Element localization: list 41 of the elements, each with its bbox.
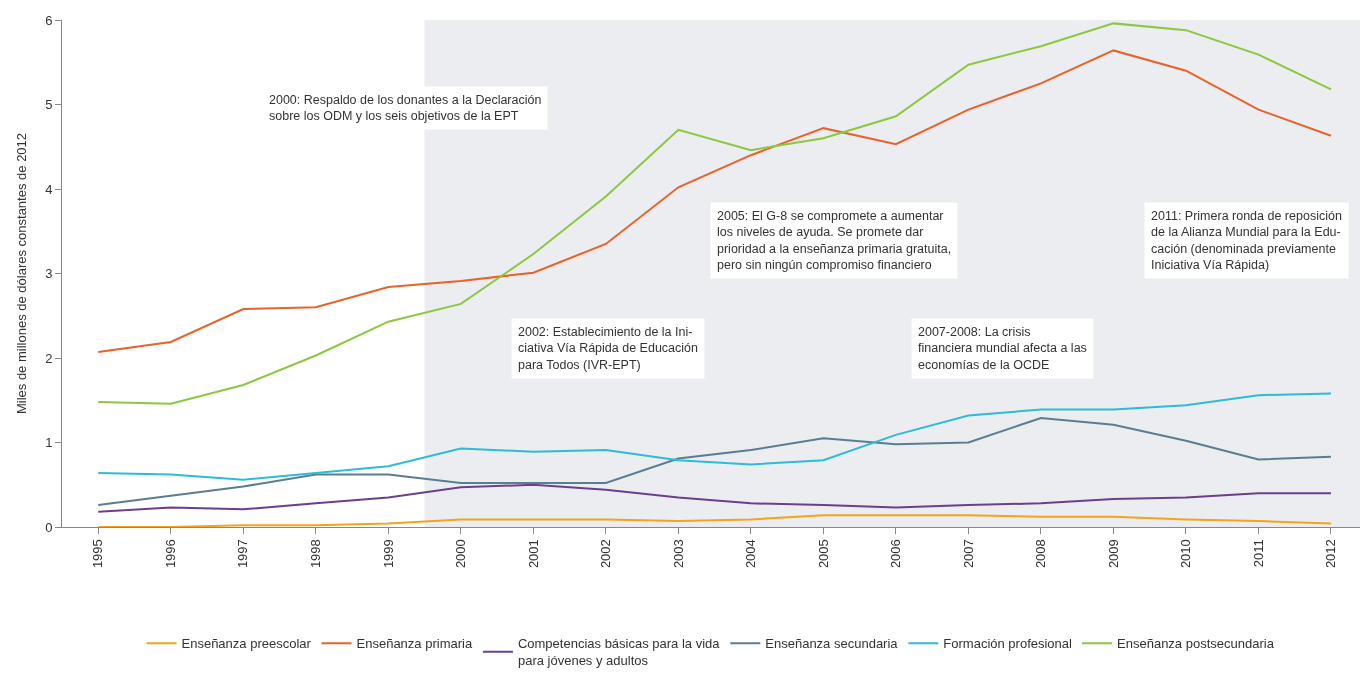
annotation: 2002: Establecimiento de la Ini- ciativa Vía Rápida de Educación para Todos (IVR-EPT) xyxy=(518,325,699,372)
x-tick-label: 2001 xyxy=(525,539,541,569)
line-series xyxy=(97,483,1332,513)
x-tick-label: 2006 xyxy=(888,539,904,569)
line-series xyxy=(97,514,1332,527)
x-tick-label: 1995 xyxy=(90,539,106,569)
legend-label: Competencias básicas para la vida para jóvenes y adultos xyxy=(517,636,721,669)
x-tick-label: 1997 xyxy=(235,539,251,569)
annotation: 2011: Primera ronda de reposición de la Alianza Mundial para la Edu- cación (denominada previamente Iniciativa Vía Rápida) xyxy=(1151,209,1342,272)
x-tick-label: 2010 xyxy=(1178,539,1194,569)
y-tick-label: 1 xyxy=(45,435,53,451)
x-tick-label: 2003 xyxy=(670,539,686,569)
x-tick-label: 2008 xyxy=(1033,539,1049,569)
x-tick-label: 2004 xyxy=(743,539,759,569)
x-tick-label: 1996 xyxy=(163,539,178,569)
annotation: 2005: El G-8 se compromete a aumentar los niveles de ayuda. Se promete dar prioridad a la enseñanza primaria gratuita, pero sin ningún compromiso financiero xyxy=(717,209,952,272)
line-series xyxy=(97,417,1332,507)
x-tick-label: 2009 xyxy=(1105,539,1121,569)
x-tick-label: 2012 xyxy=(1323,539,1339,569)
legend-label: Enseñanza primaria xyxy=(356,636,473,652)
legend-label: Enseñanza postsecundaria xyxy=(1117,636,1275,652)
annotation: 2007-2008: La crisis financiera mundial afecta a las economías de la OCDE xyxy=(918,325,1087,372)
y-tick-label: 4 xyxy=(45,181,53,197)
y-axis-title: Miles de millones de dólares constantes de 2012 xyxy=(14,132,29,415)
x-tick-label: 2007 xyxy=(960,539,976,569)
y-tick-label: 0 xyxy=(45,519,53,535)
y-tick-label: 2 xyxy=(45,350,53,366)
legend-label: Formación profesional xyxy=(943,636,1073,652)
x-tick-label: 1998 xyxy=(308,539,324,569)
y-tick-label: 6 xyxy=(45,12,53,28)
line-series xyxy=(97,392,1332,481)
annotation: 2000: Respaldo de los donantes a la Declaración sobre los ODM y los seis objetivos de la EPT xyxy=(269,93,542,124)
y-tick-label: 3 xyxy=(45,266,53,282)
x-tick-label: 1999 xyxy=(380,539,396,569)
x-tick-label: 2011 xyxy=(1250,539,1266,568)
x-tick-label: 2002 xyxy=(598,539,614,569)
legend-label: Enseñanza preescolar xyxy=(181,636,312,652)
y-tick-label: 5 xyxy=(45,97,53,113)
legend-label: Enseñanza secundaria xyxy=(765,636,899,652)
x-tick-label: 2005 xyxy=(815,539,831,569)
x-tick-label: 2000 xyxy=(453,539,469,569)
